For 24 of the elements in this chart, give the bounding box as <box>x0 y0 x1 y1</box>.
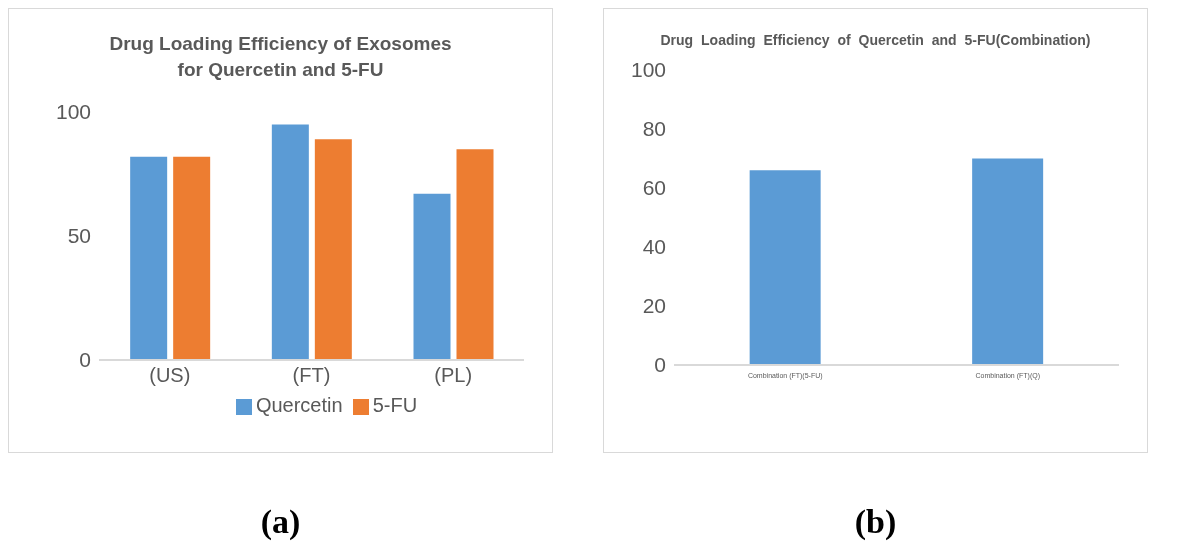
y-tick-label: 40 <box>642 235 666 259</box>
y-tick-label: 100 <box>55 100 91 124</box>
bar <box>413 194 451 361</box>
bar <box>314 139 352 361</box>
y-tick-label: 50 <box>67 224 91 248</box>
y-tick-label: 0 <box>79 348 91 372</box>
chart-title: Drug Loading Efficiency of Exosomes for Quercetin and 5-FU <box>108 32 453 82</box>
x-tick-label: (US) <box>149 364 191 387</box>
bar <box>130 156 168 361</box>
y-tick-label: 0 <box>654 353 666 377</box>
y-tick-label: 80 <box>642 117 666 141</box>
y-tick-label: 20 <box>642 294 666 318</box>
y-tick-label: 100 <box>630 58 666 82</box>
legend-label: 5-FU <box>372 394 418 417</box>
bar <box>456 149 494 361</box>
x-tick-label: (PL) <box>434 364 473 387</box>
bar <box>173 156 211 361</box>
y-tick-label: 60 <box>642 176 666 200</box>
chart-title: Drug Loading Efficiency of Quercetin and 5-FU(Combination) <box>660 31 1091 50</box>
x-tick-label: (FT) <box>292 364 331 387</box>
text: (a) <box>259 503 302 541</box>
bar <box>271 124 309 361</box>
legend-label: Quercetin <box>255 394 343 417</box>
text: (b) <box>853 503 898 541</box>
